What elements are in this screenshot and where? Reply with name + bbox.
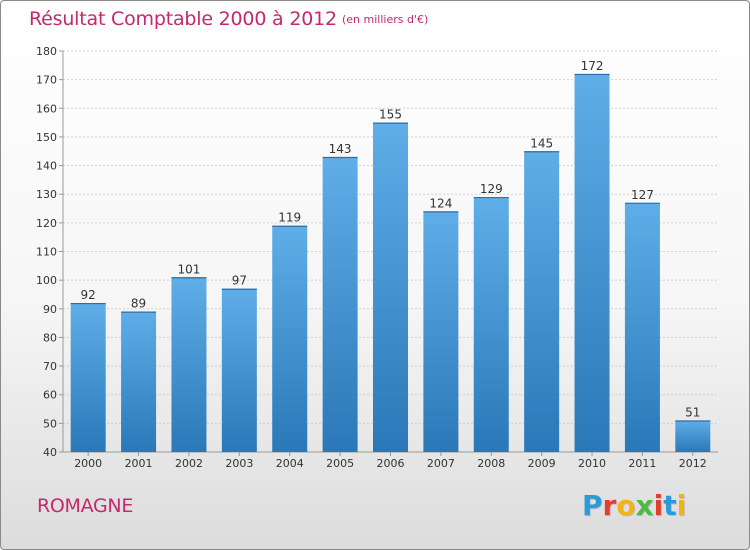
data-label: 51 xyxy=(685,405,700,419)
logo-letter: i xyxy=(676,489,687,522)
bar-2002[interactable] xyxy=(171,277,207,452)
x-tick-label: 2000 xyxy=(74,457,102,470)
y-tick-label: 110 xyxy=(36,246,57,259)
chart-title: Résultat Comptable 2000 à 2012 xyxy=(29,8,337,30)
y-tick-label: 120 xyxy=(36,217,57,230)
data-label: 129 xyxy=(480,182,503,196)
data-label: 172 xyxy=(581,59,604,73)
commune-name: ROMAGNE xyxy=(37,495,134,517)
logo-letter: x xyxy=(635,489,654,522)
y-tick-label: 170 xyxy=(36,74,57,87)
bar-2006[interactable] xyxy=(373,122,408,452)
chart-subtitle: (en milliers d'€) xyxy=(342,13,429,26)
y-tick-label: 60 xyxy=(43,389,57,402)
data-label: 145 xyxy=(530,136,553,150)
data-label: 97 xyxy=(232,274,247,288)
x-tick-label: 2001 xyxy=(125,457,153,470)
x-tick-label: 2007 xyxy=(427,457,455,470)
logo-letter: o xyxy=(616,489,636,522)
x-tick-label: 2011 xyxy=(628,457,656,470)
y-tick-label: 150 xyxy=(36,131,57,144)
logo-letter: t xyxy=(663,489,677,522)
bar-2009[interactable] xyxy=(524,151,560,452)
data-label: 89 xyxy=(131,297,146,311)
data-label: 143 xyxy=(329,142,352,156)
bar-2011[interactable] xyxy=(624,202,660,452)
x-tick-label: 2006 xyxy=(377,457,405,470)
data-label: 127 xyxy=(631,188,654,202)
data-label: 92 xyxy=(81,288,96,302)
proxiti-logo[interactable]: Proxiti xyxy=(582,489,686,522)
y-tick-label: 70 xyxy=(43,360,57,373)
x-tick-label: 2004 xyxy=(276,457,304,470)
bar-2001[interactable] xyxy=(121,311,157,452)
bar-2008[interactable] xyxy=(473,197,509,452)
data-label: 119 xyxy=(278,211,301,225)
y-tick-label: 90 xyxy=(43,303,57,316)
x-tick-label: 2003 xyxy=(225,457,253,470)
data-label: 124 xyxy=(429,196,452,210)
y-tick-label: 130 xyxy=(36,188,57,201)
y-tick-label: 50 xyxy=(43,417,57,430)
data-label: 155 xyxy=(379,108,402,122)
y-tick-label: 40 xyxy=(43,446,57,459)
logo-letter: r xyxy=(602,489,617,522)
x-tick-label: 2012 xyxy=(679,457,707,470)
data-label: 101 xyxy=(178,262,201,276)
bar-2000[interactable] xyxy=(70,303,106,452)
bar-2007[interactable] xyxy=(423,211,459,452)
y-tick-label: 160 xyxy=(36,102,57,115)
x-tick-label: 2002 xyxy=(175,457,203,470)
x-tick-label: 2010 xyxy=(578,457,606,470)
bar-2005[interactable] xyxy=(322,156,358,452)
x-tick-label: 2008 xyxy=(477,457,505,470)
y-tick-label: 180 xyxy=(36,45,57,58)
bar-2004[interactable] xyxy=(272,225,308,452)
bar-2012[interactable] xyxy=(675,420,711,452)
logo-letter: P xyxy=(582,489,603,522)
bar-2010[interactable] xyxy=(574,73,610,453)
bar-2003[interactable] xyxy=(221,288,257,452)
logo-letter: i xyxy=(653,489,664,522)
y-tick-label: 80 xyxy=(43,331,57,344)
y-tick-label: 100 xyxy=(36,274,57,287)
x-tick-label: 2009 xyxy=(528,457,556,470)
y-tick-label: 140 xyxy=(36,160,57,173)
x-tick-label: 2005 xyxy=(326,457,354,470)
